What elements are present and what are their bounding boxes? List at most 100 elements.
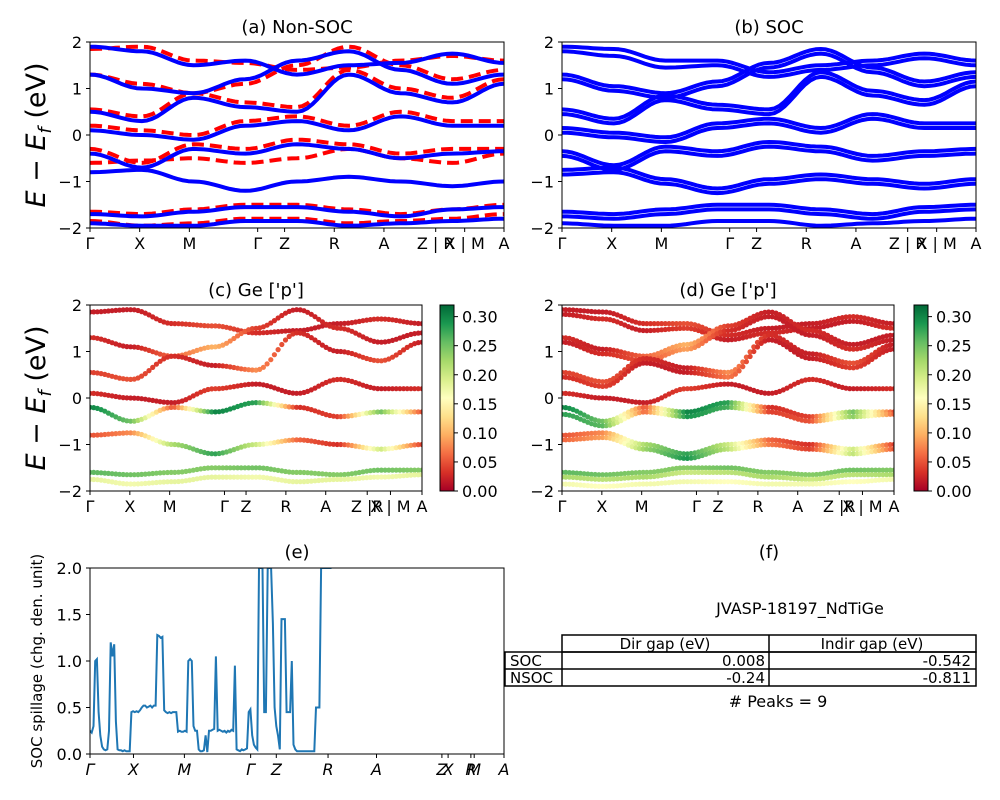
panel-d-point	[636, 474, 643, 480]
panel-c-point	[404, 386, 410, 392]
panel-e-ytick-label: 2.0	[57, 559, 82, 578]
panel-d-point	[721, 465, 727, 471]
panel-d-point	[887, 446, 893, 452]
panel-d-point	[611, 380, 617, 386]
panel-c-point	[120, 471, 126, 478]
panel-c-point	[404, 467, 410, 473]
panel-d-point	[600, 346, 606, 352]
panel-c-point	[408, 386, 414, 392]
panel-d-point	[762, 325, 768, 332]
panel-c-point	[286, 328, 292, 334]
panel-c-point	[128, 418, 134, 424]
panel-c-point	[308, 335, 314, 341]
gap-table-nsoc-indir: -0.811	[923, 669, 971, 687]
panel-d-point	[869, 409, 875, 415]
panel-d-point	[891, 411, 894, 417]
panel-c-xtick-label: A	[320, 497, 331, 516]
panel-c-point	[223, 465, 230, 471]
panel-c-point	[249, 330, 255, 336]
panel-c-point	[401, 409, 407, 415]
panel-d-point	[633, 470, 639, 476]
panel-c-ytick-label: 2	[72, 296, 82, 315]
panel-d-point	[721, 442, 727, 448]
panel-e-xtick-label: Z	[435, 760, 448, 779]
panel-c-point	[91, 390, 97, 396]
panel-d-xtick-label: M	[635, 497, 649, 516]
panel-a-xtick-label: Γ	[253, 234, 262, 253]
panel-d-point	[681, 413, 687, 420]
panel-d-point	[695, 469, 702, 475]
panel-d-title: (d) Ge ['p']	[679, 280, 776, 301]
panel-c-ytick-label: −2	[58, 482, 82, 501]
panel-d-point	[766, 314, 772, 320]
panel-d-xtick-label: R	[752, 497, 763, 516]
panel-d-point	[592, 476, 598, 482]
panel-d-point	[869, 356, 875, 362]
panel-d-point	[725, 446, 731, 452]
panel-d-point	[644, 404, 650, 410]
panel-e-ytick-label: 0.0	[57, 745, 82, 764]
panel-d-point	[891, 472, 894, 478]
panel-d-point	[847, 479, 853, 485]
panel-d-point	[566, 474, 573, 480]
panel-c-point	[330, 472, 337, 478]
panel-d-point	[699, 340, 705, 346]
panel-c-point	[157, 479, 163, 485]
panel-d-point	[725, 441, 731, 448]
panel-c-point	[397, 467, 403, 473]
panel-d-point	[684, 455, 691, 461]
panel-d-point	[769, 442, 775, 448]
panel-d-xtick-label: A	[889, 497, 900, 516]
panel-d-point	[644, 474, 650, 480]
panel-d-point	[850, 472, 857, 478]
panel-c-point	[146, 368, 152, 374]
panel-c-point	[279, 328, 285, 334]
panel-d-point	[625, 368, 632, 374]
panel-d-point	[858, 467, 864, 473]
panel-b-xtick-label: M	[654, 234, 668, 253]
panel-d-point	[714, 469, 720, 475]
panel-d-point	[887, 337, 893, 343]
panel-b-band-solid	[562, 74, 976, 126]
panel-c-point	[157, 358, 163, 364]
panel-d-point	[850, 414, 857, 420]
panel-c-point	[91, 432, 97, 438]
panel-c-point	[382, 474, 388, 480]
panel-d-point	[876, 477, 882, 483]
panel-d-point	[729, 479, 735, 485]
panel-d-xtick-label: X | M	[842, 497, 882, 516]
panel-d-point	[865, 409, 871, 415]
panel-c-point	[109, 471, 115, 477]
panel-c-point	[286, 333, 292, 340]
panel-d-point	[780, 481, 786, 487]
panel-c-point	[120, 430, 126, 436]
panel-c-point	[375, 446, 381, 452]
panel-d-point	[600, 379, 606, 385]
panel-d-point	[647, 327, 654, 334]
panel-d-point	[703, 465, 709, 471]
panel-c-point	[220, 474, 226, 480]
panel-d-point	[850, 409, 857, 415]
panel-d-point	[673, 321, 680, 327]
panel-a-band-solid	[90, 205, 504, 219]
panel-d-point	[681, 469, 687, 476]
panel-c-point	[128, 395, 134, 401]
panel-c-point	[220, 465, 226, 471]
panel-c-point	[378, 474, 384, 480]
panel-c-point	[290, 404, 296, 410]
panel-d-point	[847, 314, 853, 320]
panel-c-colorbar	[439, 304, 455, 492]
panel-a-xtick-label: Z | R	[417, 234, 455, 253]
panel-d-point	[677, 465, 683, 471]
panel-d-point	[596, 395, 602, 401]
ylabel-row2-sub: f	[35, 388, 56, 397]
panel-a-band-dashed	[90, 146, 504, 165]
panel-c-xtick-label: Z	[241, 497, 252, 516]
panel-d-point	[725, 469, 731, 475]
panel-c-point	[105, 308, 111, 314]
panel-d-point	[843, 414, 849, 420]
panel-c-point	[175, 321, 182, 327]
panel-d-point	[695, 479, 702, 485]
panel-d-point	[806, 441, 812, 448]
panel-d-point	[873, 386, 879, 392]
